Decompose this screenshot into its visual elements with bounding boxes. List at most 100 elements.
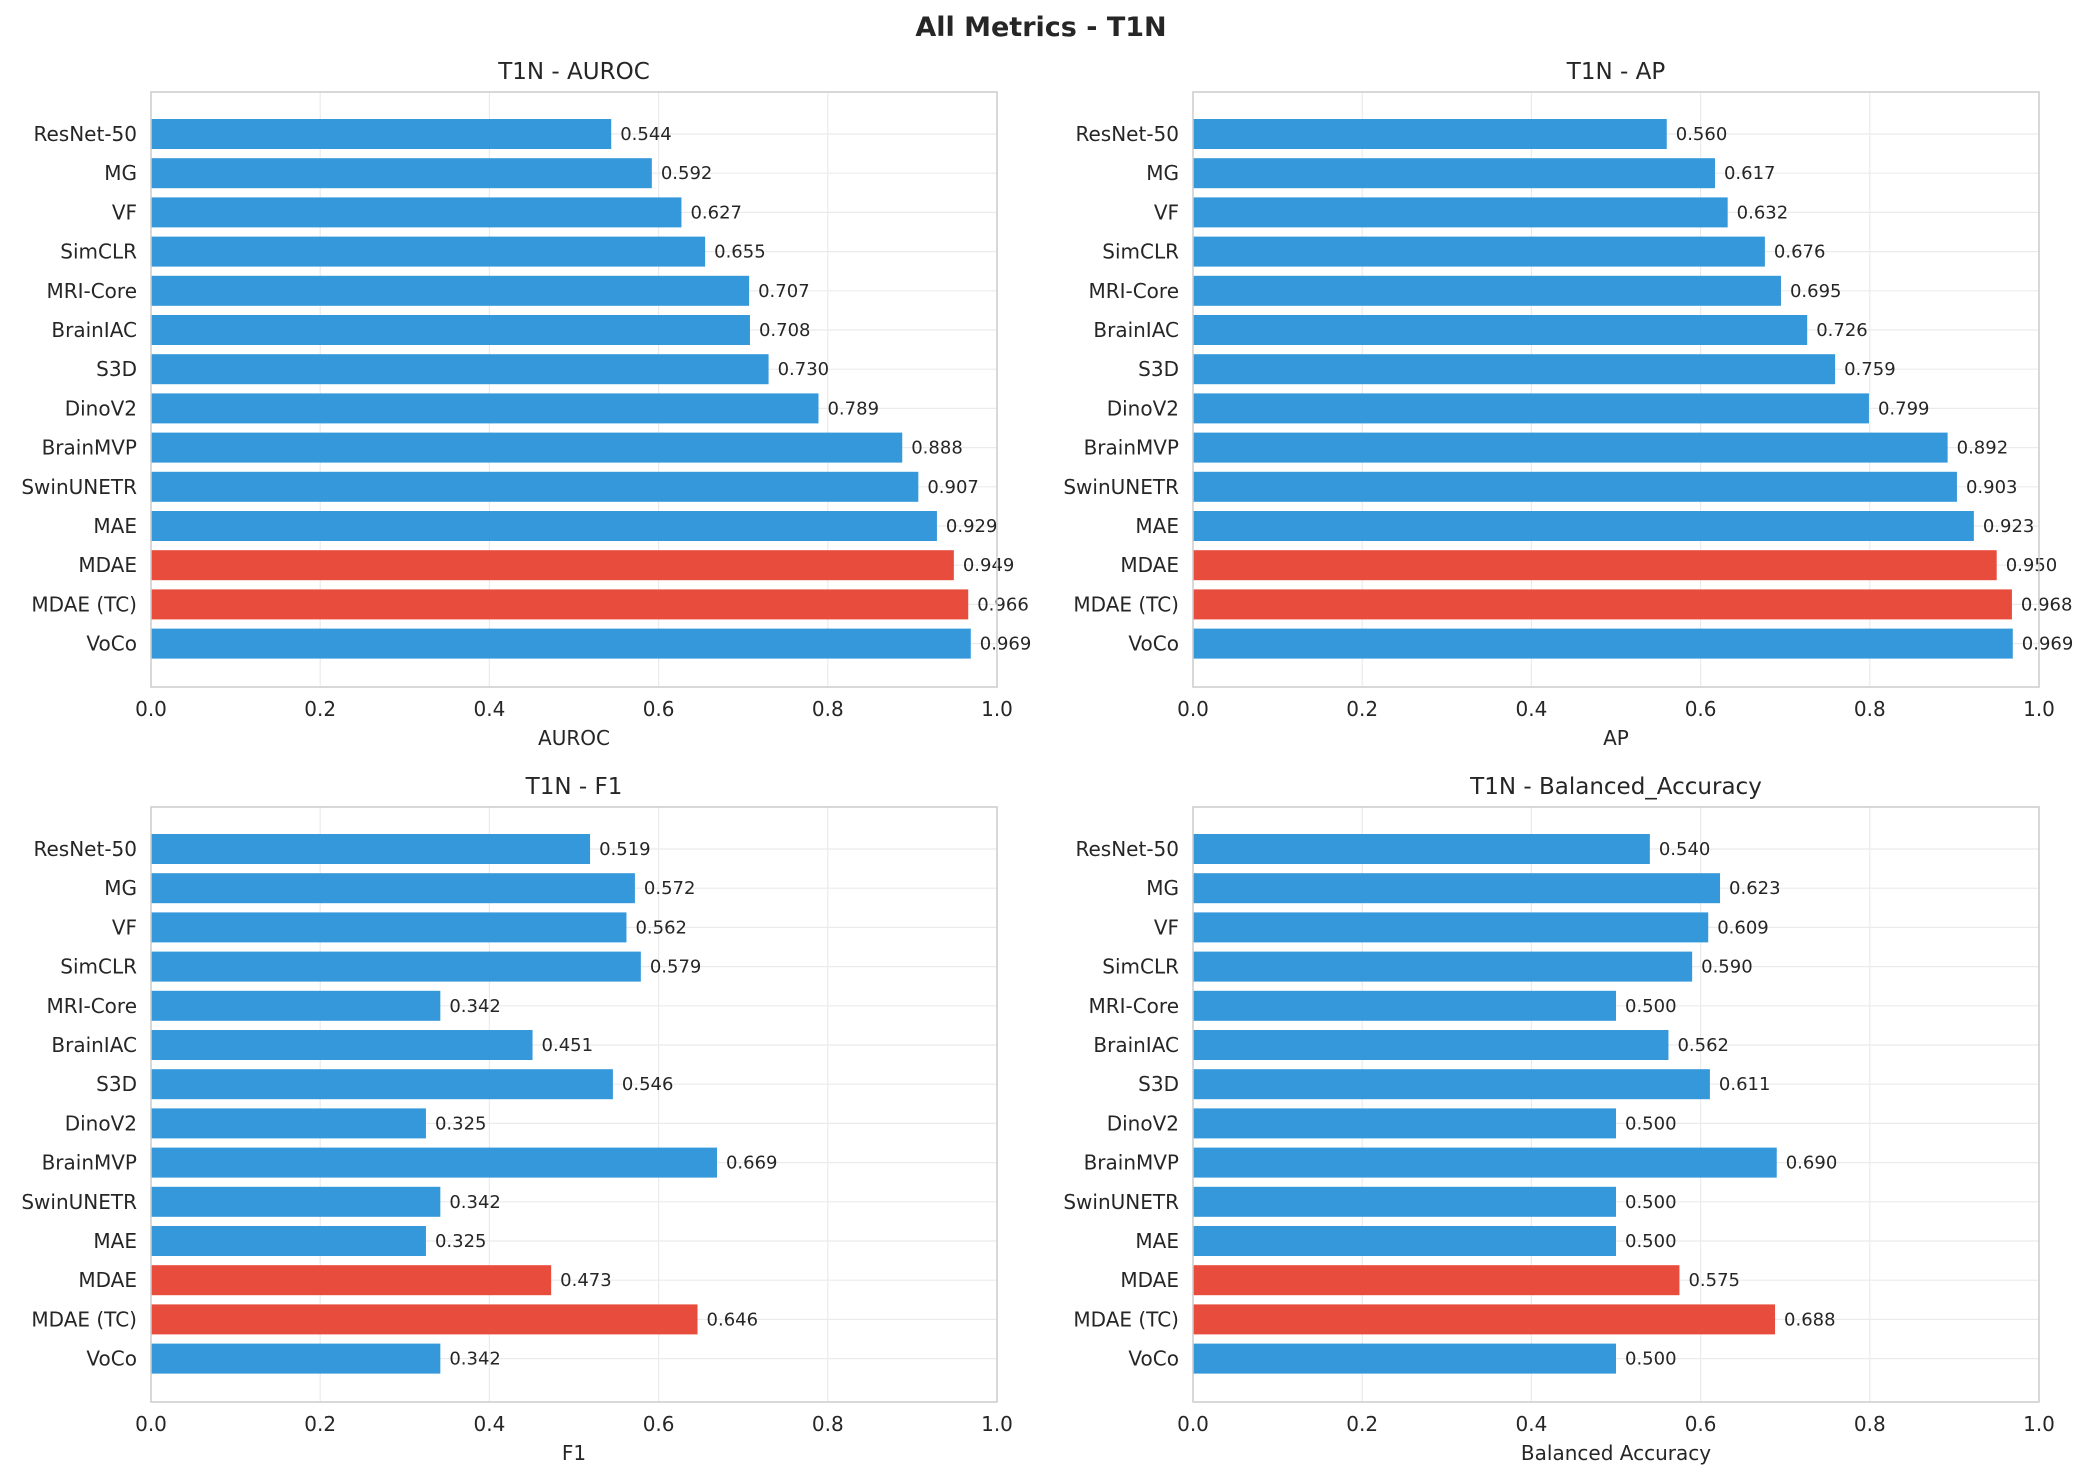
data-label: 0.688 — [1784, 1309, 1836, 1330]
bar-mae — [1193, 1226, 1616, 1256]
bar-mri-core — [151, 275, 750, 306]
chart-title: T1N - AP — [1566, 59, 1666, 85]
bar-brainmvp — [151, 432, 903, 463]
category-label: DinoV2 — [65, 1111, 137, 1135]
x-axis-label: Balanced Accuracy — [1521, 1441, 1711, 1465]
x-tick-label: 0.0 — [1177, 1412, 1209, 1436]
data-label: 0.950 — [2006, 555, 2058, 576]
category-label: MAE — [1135, 514, 1179, 538]
bar-voco — [151, 628, 971, 659]
bar-resnet-50 — [151, 119, 612, 149]
category-label: S3D — [1138, 357, 1179, 381]
data-label: 0.966 — [977, 594, 1029, 615]
bar-voco — [1193, 628, 2013, 659]
data-label: 0.473 — [560, 1270, 612, 1291]
bar-brainmvp — [151, 1147, 717, 1178]
figure-title: All Metrics - T1N — [915, 12, 1166, 43]
bar-resnet-50 — [1193, 834, 1650, 864]
bar-swinunetr — [1193, 471, 1957, 502]
data-label: 0.632 — [1737, 202, 1789, 223]
chart-title: T1N - Balanced_Accuracy — [1469, 774, 1762, 800]
data-label: 0.325 — [435, 1231, 487, 1252]
data-label: 0.799 — [1878, 398, 1930, 419]
data-label: 0.451 — [542, 1035, 594, 1056]
bar-mdae — [151, 550, 954, 581]
chart-title: T1N - AUROC — [497, 59, 650, 85]
category-label: MDAE (TC) — [31, 1307, 137, 1331]
data-label: 0.590 — [1701, 957, 1753, 978]
category-label: MDAE (TC) — [1073, 592, 1179, 616]
category-label: BrainIAC — [1093, 1033, 1179, 1057]
category-label: DinoV2 — [65, 396, 137, 420]
bar-dinov2 — [1193, 1108, 1616, 1139]
bar-resnet-50 — [1193, 119, 1667, 149]
data-label: 0.325 — [435, 1113, 487, 1134]
x-tick-label: 0.2 — [1346, 697, 1378, 721]
data-label: 0.969 — [2022, 634, 2074, 655]
data-label: 0.500 — [1625, 996, 1677, 1017]
bar-simclr — [1193, 236, 1765, 267]
data-label: 0.546 — [622, 1074, 674, 1095]
bar-s3d — [1193, 1069, 1710, 1100]
category-label: SwinUNETR — [21, 475, 137, 499]
category-label: VF — [1154, 915, 1179, 939]
bar-brainmvp — [1193, 1147, 1777, 1178]
x-tick-label: 0.4 — [473, 697, 505, 721]
data-label: 0.562 — [1677, 1035, 1729, 1056]
x-tick-label: 1.0 — [2023, 697, 2055, 721]
data-label: 0.646 — [707, 1309, 759, 1330]
data-label: 0.969 — [980, 634, 1032, 655]
data-label: 0.540 — [1659, 839, 1711, 860]
data-label: 0.903 — [1966, 477, 2018, 498]
x-tick-label: 0.4 — [1515, 1412, 1547, 1436]
x-tick-label: 0.6 — [643, 697, 675, 721]
category-label: VoCo — [1128, 1347, 1179, 1371]
bar-mdae-tc- — [151, 589, 969, 620]
category-label: S3D — [1138, 1072, 1179, 1096]
bar-mg — [151, 158, 652, 189]
chart-panel-4: 0.0 0.2 0.4 0.6 0.8 1.0 ResNet-50 0.540 MG 0.623 V… — [1063, 774, 2055, 1465]
bar-dinov2 — [1193, 393, 1869, 424]
data-label: 0.707 — [758, 281, 810, 302]
category-label: ResNet-50 — [1076, 122, 1180, 146]
bar-vf — [1193, 197, 1728, 228]
category-label: SimCLR — [60, 955, 137, 979]
bar-mae — [151, 511, 937, 541]
data-label: 0.611 — [1719, 1074, 1771, 1095]
category-label: MG — [1146, 876, 1179, 900]
x-tick-label: 0.0 — [1177, 697, 1209, 721]
bar-brainiac — [151, 315, 750, 345]
chart-panel-3: 0.0 0.2 0.4 0.6 0.8 1.0 ResNet-50 0.519 MG 0.572 V… — [21, 774, 1013, 1465]
bar-brainiac — [151, 1030, 533, 1060]
category-label: S3D — [96, 357, 137, 381]
x-axis-label: AUROC — [538, 726, 610, 750]
bar-mri-core — [151, 990, 441, 1021]
x-tick-label: 0.2 — [304, 1412, 336, 1436]
data-label: 0.575 — [1688, 1270, 1740, 1291]
x-tick-label: 0.6 — [1685, 697, 1717, 721]
category-label: VF — [1154, 200, 1179, 224]
category-label: MDAE (TC) — [31, 592, 137, 616]
bar-resnet-50 — [151, 834, 591, 864]
data-label: 0.609 — [1717, 917, 1769, 938]
category-label: SimCLR — [1102, 955, 1179, 979]
data-label: 0.617 — [1724, 163, 1776, 184]
data-label: 0.562 — [635, 917, 687, 938]
bar-voco — [151, 1343, 441, 1374]
data-label: 0.929 — [946, 516, 998, 537]
category-label: DinoV2 — [1107, 396, 1179, 420]
bar-vf — [1193, 912, 1709, 943]
chart-panel-2: 0.0 0.2 0.4 0.6 0.8 1.0 ResNet-50 0.560 MG 0.617 V… — [1063, 59, 2073, 750]
data-label: 0.500 — [1625, 1231, 1677, 1252]
plot-frame — [150, 91, 998, 688]
chart-panel-1: 0.0 0.2 0.4 0.6 0.8 1.0 ResNet-50 0.544 MG 0.592 V… — [21, 59, 1031, 750]
x-axis-label: F1 — [562, 1441, 586, 1465]
data-label: 0.579 — [650, 957, 702, 978]
plot-frame — [1192, 806, 2040, 1403]
bar-swinunetr — [151, 1186, 441, 1217]
category-label: MRI-Core — [46, 279, 137, 303]
category-label: BrainIAC — [51, 318, 137, 342]
category-label: VoCo — [86, 1347, 137, 1371]
bar-mri-core — [1193, 275, 1781, 306]
category-label: MRI-Core — [1088, 279, 1179, 303]
